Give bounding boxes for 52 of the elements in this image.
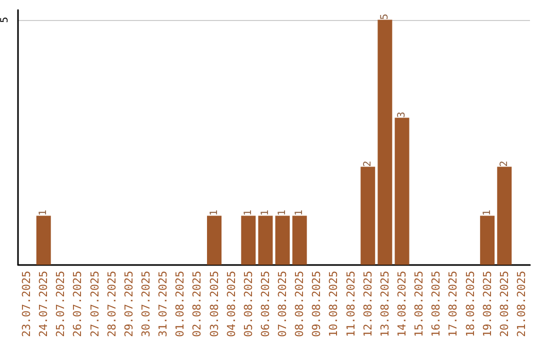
bar [378,20,392,265]
x-tick-label: 30.07.2025 [140,270,152,338]
x-tick-label: 03.08.2025 [208,270,221,338]
x-tick-label: 06.08.2025 [258,270,272,338]
x-tick-label: 05.08.2025 [242,270,255,338]
bar [36,216,51,265]
x-tick-label: 08.08.2025 [293,270,306,338]
x-tick-label: 02.08.2025 [190,270,204,338]
bar [497,166,512,265]
data-label: 5 [379,14,390,20]
x-tick-label: 10.08.2025 [327,270,340,338]
x-tick-label: 07.08.2025 [276,270,290,338]
data-label: 2 [498,160,510,167]
bar [241,216,256,265]
bar [207,216,222,265]
x-tick-label: 31.07.2025 [156,270,170,338]
data-label: 1 [208,210,220,216]
x-tick-label: 21.08.2025 [514,270,528,338]
data-label: 1 [38,210,50,216]
x-tick-label: 11.08.2025 [344,270,358,338]
x-tick-label: 15.08.2025 [412,270,426,338]
x-tick-label: 24.07.2025 [37,270,50,338]
data-label: 3 [396,112,408,118]
x-tick-label: 16.08.2025 [430,270,443,338]
x-tick-label: 20.08.2025 [498,270,511,338]
x-tick-label: 12.08.2025 [361,270,374,338]
data-label: 1 [294,210,306,216]
data-label: 1 [482,210,493,216]
x-tick-label: 01.08.2025 [174,270,187,338]
x-tick-label: 29.07.2025 [122,270,136,338]
data-label: 2 [362,160,374,167]
bar [360,166,376,265]
data-label: 1 [260,210,271,216]
x-tick-label: 18.08.2025 [464,270,477,338]
x-tick-label: 19.08.2025 [480,270,494,338]
x-tick-label: 23.07.2025 [20,270,34,338]
data-label: 1 [277,210,288,216]
x-tick-label: 13.08.2025 [378,270,392,338]
data-label: 1 [242,210,254,216]
x-tick-label: 04.08.2025 [224,270,238,338]
x-tick-label: 14.08.2025 [396,270,408,338]
x-tick-label: 25.07.2025 [54,270,68,338]
x-tick-label: 26.07.2025 [71,270,84,338]
bar [258,216,273,265]
bar [394,118,410,265]
x-tick-label: 27.07.2025 [88,270,102,338]
x-tick-label: 09.08.2025 [310,270,324,338]
x-tick-label: 28.07.2025 [105,270,118,338]
bar [275,216,290,265]
bar [292,216,307,265]
bar [480,216,495,265]
x-tick-label: 17.08.2025 [446,270,460,338]
